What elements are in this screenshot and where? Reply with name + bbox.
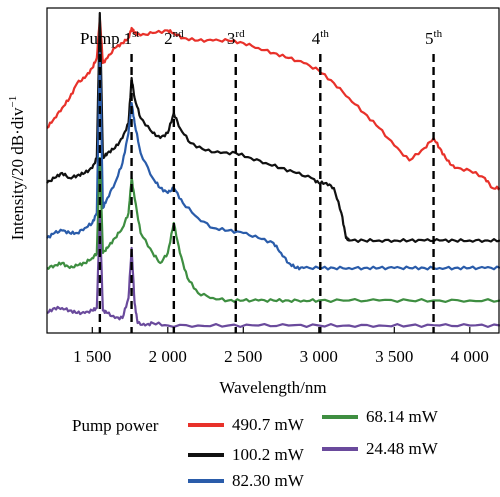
marker-layer: Pump 1st 2nd 3rd 4th 5th bbox=[80, 28, 443, 333]
harmonic-marker-label: 2nd bbox=[164, 28, 184, 48]
x-tick-label: 2 000 bbox=[149, 347, 187, 366]
legend-swatch bbox=[188, 479, 224, 483]
legend-swatch bbox=[188, 453, 224, 457]
legend: Pump power 490.7 mW 68.14 mW 100.2 mW 24… bbox=[0, 405, 500, 497]
x-tick-label: 1 500 bbox=[73, 347, 111, 366]
legend-title: Pump power bbox=[72, 416, 159, 435]
legend-item-100-2mw: 100.2 mW bbox=[188, 445, 304, 465]
harmonic-marker-label: 4th bbox=[312, 28, 330, 48]
x-tick-label: 3 500 bbox=[375, 347, 413, 366]
legend-item-68-14mw: 68.14 mW bbox=[322, 407, 438, 427]
harmonic-marker-label: 1st bbox=[124, 28, 140, 48]
y-axis-label: Intensity/20 dB·div−1 bbox=[7, 96, 27, 240]
x-tick-label: 2 500 bbox=[224, 347, 262, 366]
series-line bbox=[46, 51, 500, 271]
plot-frame bbox=[46, 7, 500, 334]
harmonic-marker-label: Pump bbox=[80, 29, 120, 48]
legend-item-490-7mw: 490.7 mW bbox=[188, 415, 304, 435]
legend-label: 100.2 mW bbox=[232, 445, 304, 464]
legend-label: 490.7 mW bbox=[232, 415, 304, 434]
y-axis-label-text: Intensity/20 dB·div bbox=[8, 107, 27, 240]
x-tick-label: 4 000 bbox=[451, 347, 489, 366]
series-layer bbox=[46, 11, 500, 328]
legend-label: 24.48 mW bbox=[366, 439, 438, 458]
spectrum-chart: Pump 1st 2nd 3rd 4th 5th 1 500 2 000 2 500 3 000… bbox=[7, 7, 500, 397]
legend-swatch bbox=[188, 423, 224, 427]
legend-swatch bbox=[322, 447, 358, 451]
harmonic-marker-label: 3rd bbox=[227, 28, 245, 48]
legend-item-24-48mw: 24.48 mW bbox=[322, 439, 438, 459]
harmonic-marker-label: 5th bbox=[425, 28, 443, 48]
series-line bbox=[46, 216, 500, 328]
tick-layer: 1 500 2 000 2 500 3 000 3 500 4 000 bbox=[73, 327, 489, 366]
legend-swatch bbox=[322, 415, 358, 419]
legend-label: 82.30 mW bbox=[232, 471, 304, 490]
legend-label: 68.14 mW bbox=[366, 407, 438, 426]
x-axis-label: Wavelength/nm bbox=[219, 378, 326, 397]
y-axis-label-exponent: −1 bbox=[7, 96, 19, 108]
series-line bbox=[46, 16, 500, 191]
x-tick-label: 3 000 bbox=[300, 347, 338, 366]
legend-item-82-30mw: 82.30 mW bbox=[188, 471, 304, 491]
series-line bbox=[46, 156, 500, 303]
